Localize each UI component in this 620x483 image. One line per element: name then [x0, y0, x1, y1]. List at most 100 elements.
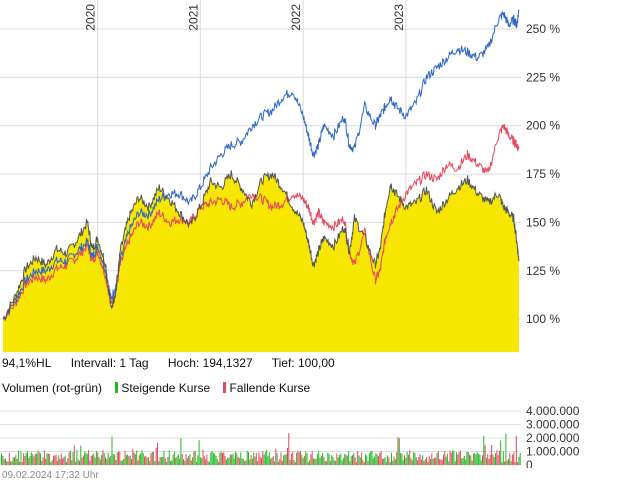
volume-bar	[263, 454, 265, 465]
volume-bar	[320, 455, 322, 465]
volume-bar	[125, 454, 127, 465]
volume-bar	[302, 457, 304, 465]
volume-bar	[128, 456, 130, 465]
volume-bar	[510, 461, 512, 465]
volume-bar	[190, 460, 192, 465]
volume-bar	[491, 444, 493, 465]
volume-bar	[79, 460, 80, 465]
volume-bar	[58, 455, 60, 465]
volume-bar	[107, 452, 109, 465]
volume-bar	[24, 456, 26, 465]
volume-bar	[158, 461, 160, 465]
volume-bar	[478, 454, 480, 465]
volume-bar	[240, 452, 242, 465]
volume-bar	[501, 462, 503, 465]
volume-bar	[329, 460, 331, 465]
volume-bar	[324, 461, 326, 465]
volume-bar	[303, 455, 305, 465]
volume-bar	[454, 461, 456, 465]
volume-bar	[400, 453, 402, 465]
volume-bar	[357, 451, 359, 465]
volume-bar	[154, 461, 156, 465]
vol-tick-label: 1.000.000	[526, 445, 580, 459]
volume-bar	[153, 452, 155, 465]
down-swatch-icon	[223, 382, 227, 393]
volume-bar	[327, 452, 329, 465]
volume-bar	[134, 454, 136, 465]
volume-bar	[406, 451, 408, 465]
volume-bar	[413, 452, 415, 465]
volume-legend: Volumen (rot-grün) Steigende Kurse Falle…	[2, 381, 310, 395]
volume-bar	[339, 454, 340, 465]
volume-bar	[25, 452, 27, 465]
volume-bar	[196, 461, 197, 465]
stats-bar: 94,1%HL Intervall: 1 Tag Hoch: 194,1327 …	[2, 356, 351, 370]
volume-bar	[354, 457, 356, 465]
volume-bar	[274, 461, 275, 465]
volume-bar	[136, 450, 138, 465]
volume-bar	[49, 454, 51, 465]
volume-bar	[322, 453, 324, 465]
volume-bar	[108, 457, 110, 465]
volume-bar	[340, 453, 342, 465]
volume-bar	[471, 460, 473, 465]
volume-bar	[51, 460, 53, 465]
volume-bar	[431, 453, 433, 465]
volume-bar	[89, 460, 91, 465]
volume-bar	[34, 453, 36, 465]
volume-bar	[375, 453, 377, 465]
volume-bar	[315, 458, 317, 465]
volume-bar	[163, 450, 165, 465]
volume-bar	[284, 454, 286, 465]
volume-bar	[253, 452, 255, 465]
volume-bar	[495, 453, 496, 465]
volume-bar	[212, 453, 214, 465]
volume-bar	[509, 452, 511, 465]
volume-bar	[129, 455, 131, 465]
volume-bar	[355, 462, 357, 465]
volume-bar	[54, 455, 56, 465]
volume-bar	[472, 453, 474, 465]
volume-bar	[341, 460, 343, 465]
volume-bar	[231, 454, 233, 465]
volume-bar	[95, 451, 97, 465]
volume-bar	[266, 450, 268, 465]
volume-bar	[482, 455, 483, 465]
volume-bar	[160, 457, 162, 465]
volume-bar	[47, 453, 49, 465]
up-legend-label: Steigende Kurse	[121, 381, 211, 395]
volume-bar	[420, 459, 422, 465]
volume-bar	[514, 461, 516, 465]
volume-bar	[85, 452, 87, 465]
volume-bar	[19, 461, 21, 465]
volume-bar	[333, 460, 335, 465]
vol-tick-label: 3.000.000	[526, 418, 580, 432]
volume-bar	[414, 452, 416, 465]
volume-bar	[236, 453, 238, 465]
volume-bar	[440, 459, 442, 465]
volume-bar	[289, 459, 291, 465]
volume-bar	[241, 458, 243, 465]
volume-bar	[186, 458, 188, 465]
volume-bar	[150, 453, 152, 465]
volume-bar	[480, 460, 482, 465]
volume-bar	[188, 455, 190, 465]
volume-bar	[56, 460, 58, 465]
volume-bar	[59, 458, 61, 465]
volume-bar	[180, 438, 182, 465]
volume-bar	[294, 462, 296, 465]
volume-bar	[43, 450, 45, 465]
volume-bar	[470, 455, 472, 465]
volume-bar	[353, 453, 355, 465]
volume-bar	[485, 457, 487, 465]
volume-bar	[476, 452, 478, 465]
volume-bar	[350, 456, 352, 465]
volume-bar	[309, 460, 311, 465]
volume-bar	[267, 456, 269, 465]
volume-bar	[197, 455, 199, 465]
volume-bar	[207, 461, 209, 465]
volume-bar	[283, 455, 285, 465]
volume-bar	[157, 443, 158, 465]
volume-bar	[328, 454, 330, 465]
volume-bar	[345, 454, 347, 465]
